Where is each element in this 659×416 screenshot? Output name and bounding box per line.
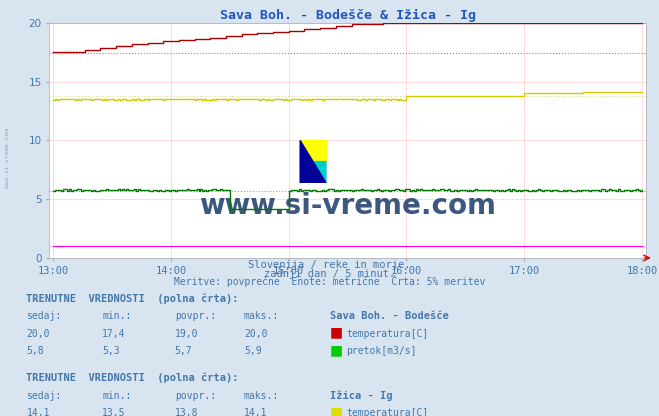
Polygon shape [300, 141, 326, 161]
Text: TRENUTNE  VREDNOSTI  (polna črta):: TRENUTNE VREDNOSTI (polna črta): [26, 293, 239, 304]
Polygon shape [300, 161, 326, 183]
Text: Slovenija / reke in morje.: Slovenija / reke in morje. [248, 260, 411, 270]
Text: 14,1: 14,1 [244, 408, 268, 416]
Text: 5,7: 5,7 [175, 346, 192, 356]
Text: min.:: min.: [102, 391, 132, 401]
Text: temperatura[C]: temperatura[C] [346, 329, 428, 339]
Text: ■: ■ [330, 405, 343, 416]
Text: sedaj:: sedaj: [26, 311, 61, 321]
Text: pretok[m3/s]: pretok[m3/s] [346, 346, 416, 356]
Text: 13,5: 13,5 [102, 408, 126, 416]
Text: temperatura[C]: temperatura[C] [346, 408, 428, 416]
Text: 20,0: 20,0 [26, 329, 50, 339]
Text: povpr.:: povpr.: [175, 311, 215, 321]
Text: 5,3: 5,3 [102, 346, 120, 356]
Text: 5,8: 5,8 [26, 346, 44, 356]
Text: 13,8: 13,8 [175, 408, 198, 416]
Text: 5,9: 5,9 [244, 346, 262, 356]
Text: povpr.:: povpr.: [175, 391, 215, 401]
Text: 20,0: 20,0 [244, 329, 268, 339]
Text: Ižica - Ig: Ižica - Ig [330, 390, 392, 401]
Text: ■: ■ [330, 326, 343, 339]
Text: min.:: min.: [102, 311, 132, 321]
Text: www.si-vreme.com: www.si-vreme.com [199, 192, 496, 220]
Text: zadnji dan / 5 minut.: zadnji dan / 5 minut. [264, 269, 395, 279]
Text: maks.:: maks.: [244, 391, 279, 401]
Title: Sava Boh. - Bodešče & Ižica - Ig: Sava Boh. - Bodešče & Ižica - Ig [219, 9, 476, 22]
Text: Meritve: povprečne  Enote: metrične  Črta: 5% meritev: Meritve: povprečne Enote: metrične Črta:… [174, 275, 485, 287]
Text: ■: ■ [330, 343, 343, 357]
Text: 19,0: 19,0 [175, 329, 198, 339]
Text: www.si-vreme.com: www.si-vreme.com [5, 128, 11, 188]
Text: 14,1: 14,1 [26, 408, 50, 416]
Text: maks.:: maks.: [244, 311, 279, 321]
Text: Sava Boh. - Bodešče: Sava Boh. - Bodešče [330, 311, 448, 321]
Text: 17,4: 17,4 [102, 329, 126, 339]
Text: TRENUTNE  VREDNOSTI  (polna črta):: TRENUTNE VREDNOSTI (polna črta): [26, 373, 239, 383]
Polygon shape [300, 141, 326, 183]
Text: sedaj:: sedaj: [26, 391, 61, 401]
